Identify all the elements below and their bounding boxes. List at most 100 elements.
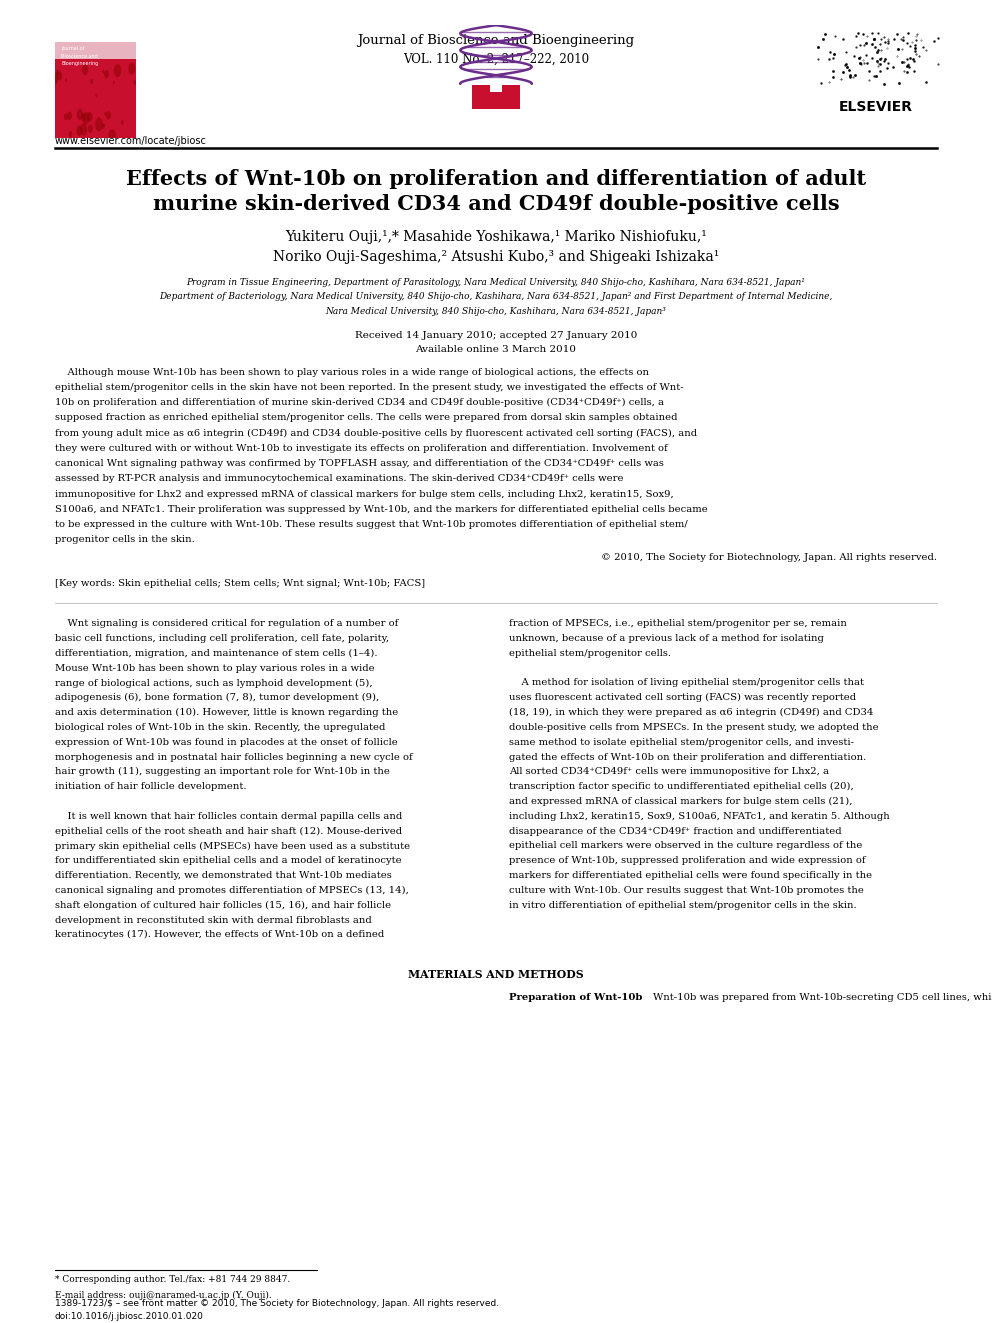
Text: range of biological actions, such as lymphoid development (5),: range of biological actions, such as lym… — [55, 679, 372, 688]
Text: Department of Bacteriology, Nara Medical University, 840 Shijo-cho, Kashihara, N: Department of Bacteriology, Nara Medical… — [160, 292, 832, 302]
Text: canonical signaling and promotes differentiation of MPSECs (13, 14),: canonical signaling and promotes differe… — [55, 886, 409, 894]
Ellipse shape — [90, 79, 93, 85]
Ellipse shape — [133, 79, 136, 85]
Text: E-mail address: ouji@naramed-u.ac.jp (Y. Ouji).: E-mail address: ouji@naramed-u.ac.jp (Y.… — [55, 1291, 271, 1301]
Ellipse shape — [66, 111, 72, 120]
Text: and axis determination (10). However, little is known regarding the: and axis determination (10). However, li… — [55, 708, 398, 717]
Text: keratinocytes (17). However, the effects of Wnt-10b on a defined: keratinocytes (17). However, the effects… — [55, 930, 384, 939]
Text: It is well known that hair follicles contain dermal papilla cells and: It is well known that hair follicles con… — [55, 812, 402, 820]
Text: for undifferentiated skin epithelial cells and a model of keratinocyte: for undifferentiated skin epithelial cel… — [55, 856, 401, 865]
Text: Wnt-10b was prepared from Wnt-10b-secreting CD5 cell lines, which were establish: Wnt-10b was prepared from Wnt-10b-secret… — [653, 992, 992, 1002]
Text: All sorted CD34⁺CD49f⁺ cells were immunopositive for Lhx2, a: All sorted CD34⁺CD49f⁺ cells were immuno… — [509, 767, 829, 777]
Text: Wnt signaling is considered critical for regulation of a number of: Wnt signaling is considered critical for… — [55, 619, 398, 628]
Text: Received 14 January 2010; accepted 27 January 2010: Received 14 January 2010; accepted 27 Ja… — [355, 331, 637, 340]
Text: development in reconstituted skin with dermal fibroblasts and: development in reconstituted skin with d… — [55, 916, 371, 925]
Text: in vitro differentiation of epithelial stem/progenitor cells in the skin.: in vitro differentiation of epithelial s… — [509, 901, 856, 910]
Ellipse shape — [76, 108, 83, 120]
Text: ELSEVIER: ELSEVIER — [839, 99, 913, 114]
Text: expression of Wnt-10b was found in placodes at the onset of follicle: expression of Wnt-10b was found in placo… — [55, 738, 398, 746]
Text: differentiation, migration, and maintenance of stem cells (1–4).: differentiation, migration, and maintena… — [55, 648, 377, 658]
Ellipse shape — [104, 70, 109, 78]
Text: gated the effects of Wnt-10b on their proliferation and differentiation.: gated the effects of Wnt-10b on their pr… — [509, 753, 866, 762]
Ellipse shape — [63, 114, 67, 120]
Ellipse shape — [76, 126, 82, 136]
Text: progenitor cells in the skin.: progenitor cells in the skin. — [55, 536, 194, 544]
Ellipse shape — [81, 64, 88, 75]
Text: epithelial stem/progenitor cells.: epithelial stem/progenitor cells. — [509, 648, 671, 658]
Ellipse shape — [128, 62, 135, 74]
Ellipse shape — [102, 124, 104, 128]
Text: © 2010, The Society for Biotechnology, Japan. All rights reserved.: © 2010, The Society for Biotechnology, J… — [601, 553, 937, 562]
Text: epithelial stem/progenitor cells in the skin have not been reported. In the pres: epithelial stem/progenitor cells in the … — [55, 384, 683, 392]
Ellipse shape — [103, 123, 105, 127]
Text: same method to isolate epithelial stem/progenitor cells, and investi-: same method to isolate epithelial stem/p… — [509, 738, 854, 746]
Text: MATERIALS AND METHODS: MATERIALS AND METHODS — [408, 968, 584, 980]
Text: canonical Wnt signaling pathway was confirmed by TOPFLASH assay, and differentia: canonical Wnt signaling pathway was conf… — [55, 459, 664, 468]
Text: [Key words: Skin epithelial cells; Stem cells; Wnt signal; Wnt-10b; FACS]: [Key words: Skin epithelial cells; Stem … — [55, 579, 425, 589]
Ellipse shape — [57, 71, 62, 81]
Text: basic cell functions, including cell proliferation, cell fate, polarity,: basic cell functions, including cell pro… — [55, 634, 389, 643]
Text: from young adult mice as α6 integrin (CD49f) and CD34 double-positive cells by f: from young adult mice as α6 integrin (CD… — [55, 429, 696, 438]
Text: presence of Wnt-10b, suppressed proliferation and wide expression of: presence of Wnt-10b, suppressed prolifer… — [509, 856, 866, 865]
Ellipse shape — [88, 124, 93, 134]
Text: Program in Tissue Engineering, Department of Parasitology, Nara Medical Universi: Program in Tissue Engineering, Departmen… — [186, 278, 806, 287]
Text: (18, 19), in which they were prepared as α6 integrin (CD49f) and CD34: (18, 19), in which they were prepared as… — [509, 708, 873, 717]
Text: initiation of hair follicle development.: initiation of hair follicle development. — [55, 782, 246, 791]
Text: Yukiteru Ouji,¹,* Masahide Yoshikawa,¹ Mariko Nishiofuku,¹: Yukiteru Ouji,¹,* Masahide Yoshikawa,¹ M… — [285, 230, 707, 245]
Text: A method for isolation of living epithelial stem/progenitor cells that: A method for isolation of living epithel… — [509, 679, 864, 688]
Text: double-positive cells from MPSECs. In the present study, we adopted the: double-positive cells from MPSECs. In th… — [509, 722, 879, 732]
Text: murine skin-derived CD34 and CD49f double-positive cells: murine skin-derived CD34 and CD49f doubl… — [153, 194, 839, 214]
Text: epithelial cell markers were observed in the culture regardless of the: epithelial cell markers were observed in… — [509, 841, 862, 851]
Text: to be expressed in the culture with Wnt-10b. These results suggest that Wnt-10b : to be expressed in the culture with Wnt-… — [55, 520, 687, 529]
Text: Mouse Wnt-10b has been shown to play various roles in a wide: Mouse Wnt-10b has been shown to play var… — [55, 664, 374, 672]
Text: hair growth (11), suggesting an important role for Wnt-10b in the: hair growth (11), suggesting an importan… — [55, 767, 390, 777]
Text: fraction of MPSECs, i.e., epithelial stem/progenitor per se, remain: fraction of MPSECs, i.e., epithelial ste… — [509, 619, 847, 628]
Text: S100a6, and NFATc1. Their proliferation was suppressed by Wnt-10b, and the marke: S100a6, and NFATc1. Their proliferation … — [55, 505, 707, 513]
Ellipse shape — [82, 112, 89, 124]
Text: supposed fraction as enriched epithelial stem/progenitor cells. The cells were p: supposed fraction as enriched epithelial… — [55, 413, 678, 422]
Bar — [55, 60, 136, 138]
Text: 1389-1723/$ – see front matter © 2010, The Society for Biotechnology, Japan. All: 1389-1723/$ – see front matter © 2010, T… — [55, 1299, 499, 1308]
Text: Noriko Ouji-Sageshima,² Atsushi Kubo,³ and Shigeaki Ishizaka¹: Noriko Ouji-Sageshima,² Atsushi Kubo,³ a… — [273, 250, 719, 265]
Text: biological roles of Wnt-10b in the skin. Recently, the upregulated: biological roles of Wnt-10b in the skin.… — [55, 722, 385, 732]
Text: differentiation. Recently, we demonstrated that Wnt-10b mediates: differentiation. Recently, we demonstrat… — [55, 871, 391, 880]
Text: Journal of: Journal of — [62, 46, 84, 52]
Ellipse shape — [95, 94, 97, 97]
Ellipse shape — [64, 78, 67, 82]
Text: Effects of Wnt-10b on proliferation and differentiation of adult: Effects of Wnt-10b on proliferation and … — [126, 169, 866, 189]
Ellipse shape — [80, 123, 87, 136]
Text: Journal of Bioscience and Bioengineering: Journal of Bioscience and Bioengineering — [357, 34, 635, 48]
Text: doi:10.1016/j.jbiosc.2010.01.020: doi:10.1016/j.jbiosc.2010.01.020 — [55, 1312, 203, 1322]
Text: Bioengineering: Bioengineering — [62, 61, 98, 66]
Ellipse shape — [104, 112, 106, 115]
Text: including Lhx2, keratin15, Sox9, S100a6, NFATc1, and keratin 5. Although: including Lhx2, keratin15, Sox9, S100a6,… — [509, 812, 890, 820]
Bar — [502, 85, 520, 95]
Text: VOL. 110 No. 2, 217–222, 2010: VOL. 110 No. 2, 217–222, 2010 — [403, 53, 589, 66]
Text: immunopositive for Lhx2 and expressed mRNA of classical markers for bulge stem c: immunopositive for Lhx2 and expressed mR… — [55, 490, 674, 499]
Text: and expressed mRNA of classical markers for bulge stem cells (21),: and expressed mRNA of classical markers … — [509, 796, 852, 806]
Ellipse shape — [106, 111, 111, 119]
Text: disappearance of the CD34⁺CD49f⁺ fraction and undifferentiated: disappearance of the CD34⁺CD49f⁺ fractio… — [509, 827, 841, 836]
Text: Bioscience and: Bioscience and — [62, 54, 98, 58]
Text: primary skin epithelial cells (MPSECs) have been used as a substitute: primary skin epithelial cells (MPSECs) h… — [55, 841, 410, 851]
Text: transcription factor specific to undifferentiated epithelial cells (20),: transcription factor specific to undiffe… — [509, 782, 854, 791]
Text: epithelial cells of the root sheath and hair shaft (12). Mouse-derived: epithelial cells of the root sheath and … — [55, 827, 402, 836]
Text: culture with Wnt-10b. Our results suggest that Wnt-10b promotes the: culture with Wnt-10b. Our results sugges… — [509, 886, 864, 894]
Text: unknown, because of a previous lack of a method for isolating: unknown, because of a previous lack of a… — [509, 634, 823, 643]
Text: assessed by RT-PCR analysis and immunocytochemical examinations. The skin-derive: assessed by RT-PCR analysis and immunocy… — [55, 475, 623, 483]
Text: Although mouse Wnt-10b has been shown to play various roles in a wide range of b: Although mouse Wnt-10b has been shown to… — [55, 368, 649, 377]
Ellipse shape — [87, 112, 92, 122]
Text: www.elsevier.com/locate/jbiosc: www.elsevier.com/locate/jbiosc — [55, 136, 206, 147]
Text: Available online 3 March 2010: Available online 3 March 2010 — [416, 345, 576, 355]
Text: morphogenesis and in postnatal hair follicles beginning a new cycle of: morphogenesis and in postnatal hair foll… — [55, 753, 413, 762]
Text: 10b on proliferation and differentiation of murine skin-derived CD34 and CD49f d: 10b on proliferation and differentiation… — [55, 398, 664, 407]
Text: they were cultured with or without Wnt-10b to investigate its effects on prolife: they were cultured with or without Wnt-1… — [55, 443, 668, 452]
Text: Nara Medical University, 840 Shijo-cho, Kashihara, Nara 634-8521, Japan³: Nara Medical University, 840 Shijo-cho, … — [325, 307, 667, 316]
Bar — [472, 85, 490, 95]
Text: uses fluorescent activated cell sorting (FACS) was recently reported: uses fluorescent activated cell sorting … — [509, 693, 856, 703]
Ellipse shape — [81, 112, 86, 122]
Ellipse shape — [95, 118, 103, 131]
Text: Preparation of Wnt-10b: Preparation of Wnt-10b — [509, 992, 642, 1002]
Text: adipogenesis (6), bone formation (7, 8), tumor development (9),: adipogenesis (6), bone formation (7, 8),… — [55, 693, 379, 703]
Ellipse shape — [121, 120, 124, 124]
